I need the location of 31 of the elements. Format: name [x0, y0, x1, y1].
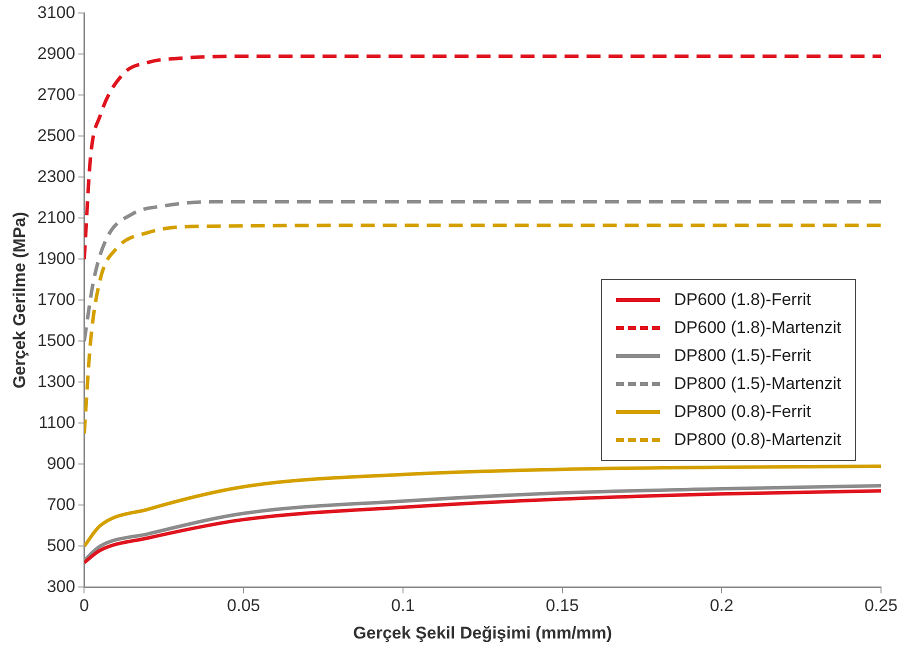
- line-series: [84, 464, 881, 548]
- y-axis-title: Gerçek Gerilme (MPa): [10, 212, 29, 389]
- x-tick-label: 0.1: [391, 596, 415, 616]
- y-tick-label: 300: [46, 576, 76, 596]
- y-tick-label: 1300: [37, 372, 76, 391]
- y-tick-label: 900: [46, 454, 76, 473]
- legend-label: DP600 (1.8)-Martenzit: [674, 318, 842, 338]
- x-tick-label: 0.2: [710, 596, 734, 616]
- line-series: [84, 54, 881, 261]
- x-tick-label: 0.05: [227, 596, 260, 616]
- legend-label: DP800 (1.5)-Ferrit: [674, 346, 811, 366]
- x-tick-label: 0.25: [864, 596, 898, 616]
- y-tick-label: 1100: [38, 412, 76, 432]
- y-tick-label: 2900: [37, 44, 76, 63]
- legend-label: DP800 (0.8)-Martenzit: [674, 430, 842, 450]
- y-tick-label: 1700: [37, 290, 76, 309]
- legend-label: DP800 (1.5)-Martenzit: [674, 374, 842, 394]
- y-tick-label: 500: [46, 536, 76, 555]
- y-tick-label: 1900: [37, 248, 76, 268]
- y-tick-label: 2100: [37, 208, 76, 227]
- x-tick-label: 0: [79, 596, 89, 616]
- legend-label: DP800 (0.8)-Ferrit: [674, 402, 811, 422]
- x-axis-title: Gerçek Şekil Değişimi (mm/mm): [353, 623, 612, 642]
- y-tick-label: 3100: [37, 2, 76, 22]
- y-tick-label: 2500: [37, 126, 76, 145]
- y-tick-label: 2300: [37, 166, 76, 186]
- legend-label: DP600 (1.8)-Ferrit: [674, 290, 811, 310]
- y-tick-label: 2700: [37, 84, 76, 104]
- y-tick-label: 700: [46, 494, 76, 514]
- x-tick-label: 0.15: [546, 596, 579, 616]
- y-tick-label: 1500: [37, 330, 76, 350]
